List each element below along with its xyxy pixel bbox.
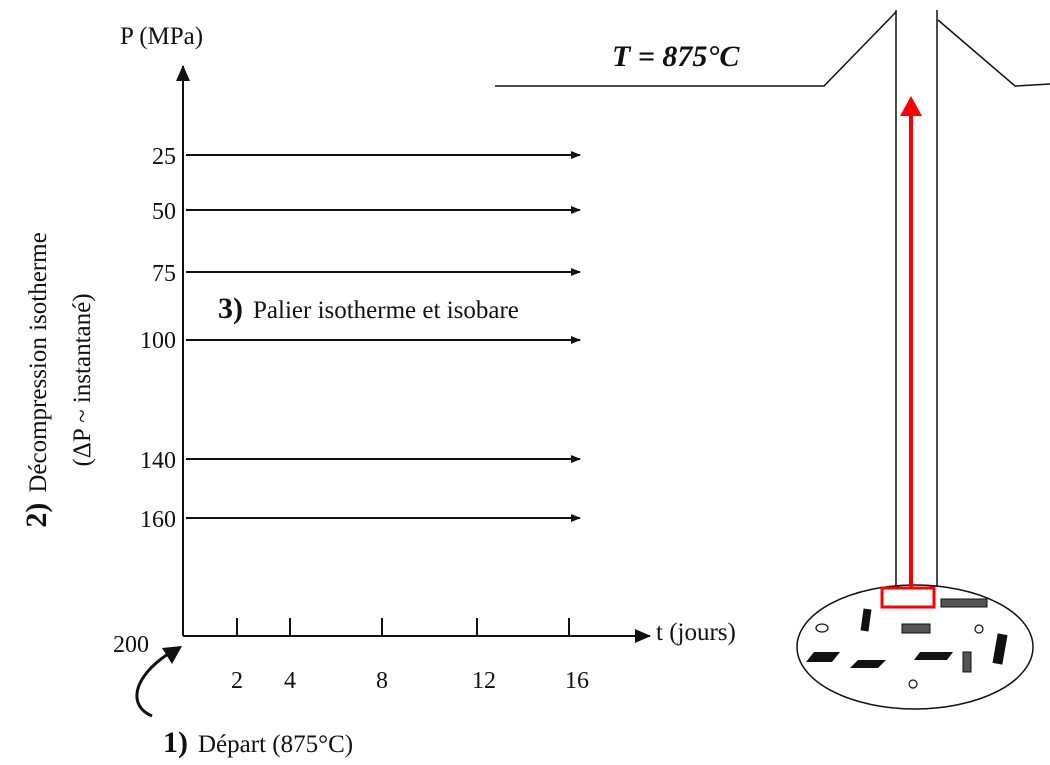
y-tick-label: 75 [152, 261, 176, 287]
y-axis-label: P (MPa) [120, 23, 203, 50]
step3-text: Palier isotherme et isobare [253, 297, 519, 324]
origin-label: 200 [113, 632, 149, 658]
curved-arrow-icon [135, 652, 169, 718]
y-tick-label: 140 [140, 448, 176, 474]
crystal-particle [850, 660, 886, 668]
curved-arrow-head-icon [162, 646, 182, 664]
step2-label: 2) Décompression isotherme (ΔP ~ instant… [20, 232, 96, 527]
step2-subtext: (ΔP ~ instantané) [69, 293, 96, 466]
step2-text: Décompression isotherme [25, 232, 52, 492]
temperature-profile-left [495, 11, 897, 87]
temperature-profile-right [937, 19, 1050, 87]
step3-number: 3) [218, 292, 243, 325]
x-axis-label: t (jours) [656, 619, 736, 646]
x-tick-label: 2 [231, 668, 243, 694]
crystal-particle [901, 623, 931, 634]
crystal-particle [806, 652, 840, 662]
y-tick-label: 25 [152, 144, 176, 170]
step2-number: 2) [20, 503, 53, 528]
x-tick-label: 8 [376, 668, 388, 694]
red-arrowhead-icon [900, 96, 922, 116]
crystal-particle [962, 651, 972, 673]
crystal-particle [914, 652, 953, 660]
bubble [908, 679, 918, 689]
y-tick-label: 100 [140, 328, 176, 354]
x-ticks [236, 618, 570, 636]
step1-number: 1) [163, 726, 188, 759]
x-tick-label: 4 [284, 668, 296, 694]
temperature-label: T = 875°C [612, 40, 740, 73]
bubble [974, 624, 984, 634]
svg-text:2) Décompression isother: 2) Décompression isotherme [20, 232, 53, 527]
step1-text: Départ (875°C) [198, 731, 353, 758]
x-tick-label: 12 [472, 668, 496, 694]
step3-label: 3) Palier isotherme et isobare [218, 292, 519, 325]
step1-label: 1) Départ (875°C) [163, 726, 353, 759]
x-tick-label: 16 [565, 668, 589, 694]
crystal-particles [806, 598, 1008, 689]
y-tick-labels: 25 50 75 100 140 160 [140, 144, 176, 533]
crystal-particle [992, 633, 1008, 665]
plateau-lines [186, 151, 581, 522]
y-tick-label: 160 [140, 507, 176, 533]
sample-ellipse [796, 584, 1034, 710]
sampling-box [880, 586, 936, 609]
x-tick-labels: 2 4 8 12 16 [231, 668, 589, 694]
crystal-particle [860, 608, 872, 632]
y-tick-label: 50 [152, 199, 176, 225]
crystal-particle [940, 598, 988, 608]
bubble [815, 623, 829, 633]
